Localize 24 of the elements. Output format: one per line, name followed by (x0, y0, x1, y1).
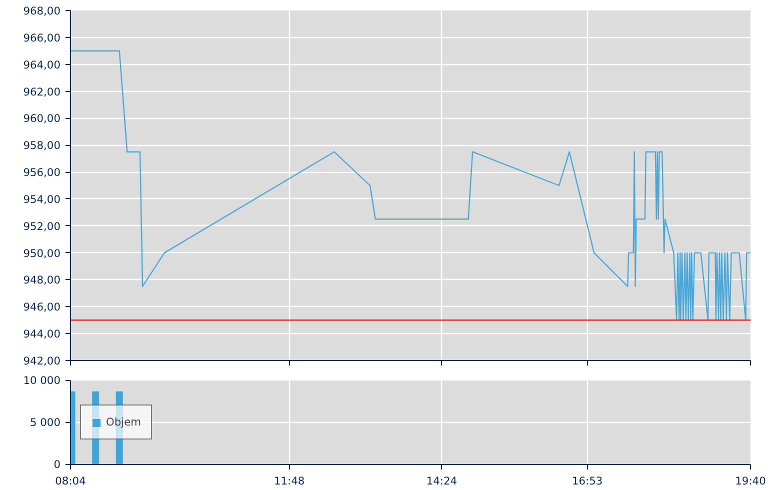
y-tick-label: 944,00 (23, 328, 61, 341)
y-tick-label: 966,00 (23, 31, 61, 44)
y-tick-label: 962,00 (23, 85, 61, 98)
x-tick-label: 19:40 (735, 474, 766, 488)
y-tick-label: 958,00 (23, 139, 61, 152)
line-series (70, 50, 750, 321)
y-tick-label: 948,00 (23, 274, 61, 287)
legend-label: Objem (106, 416, 142, 428)
y-tick-label: 5 000 (30, 416, 61, 429)
y-tick-label: 960,00 (23, 112, 61, 126)
x-tick-label: 08:04 (55, 474, 86, 488)
y-tick-label: 964,00 (23, 58, 61, 72)
y-tick-label: 956,00 (23, 166, 61, 180)
y-tick-label: 950,00 (23, 246, 61, 260)
y-tick-label: 952,00 (23, 220, 61, 233)
y-tick-label: 946,00 (23, 300, 61, 314)
y-tick-label: 968,00 (23, 4, 61, 18)
x-tick-label: 14:24 (426, 474, 458, 488)
y-tick-label: 942,00 (23, 354, 61, 368)
y-tick-label: 10 000 (23, 374, 61, 387)
x-tick-label: 11:48 (274, 474, 305, 488)
y-tick-label: 0 (54, 458, 61, 471)
y-tick-label: 954,00 (23, 192, 61, 206)
x-tick-label: 16:53 (572, 474, 603, 488)
